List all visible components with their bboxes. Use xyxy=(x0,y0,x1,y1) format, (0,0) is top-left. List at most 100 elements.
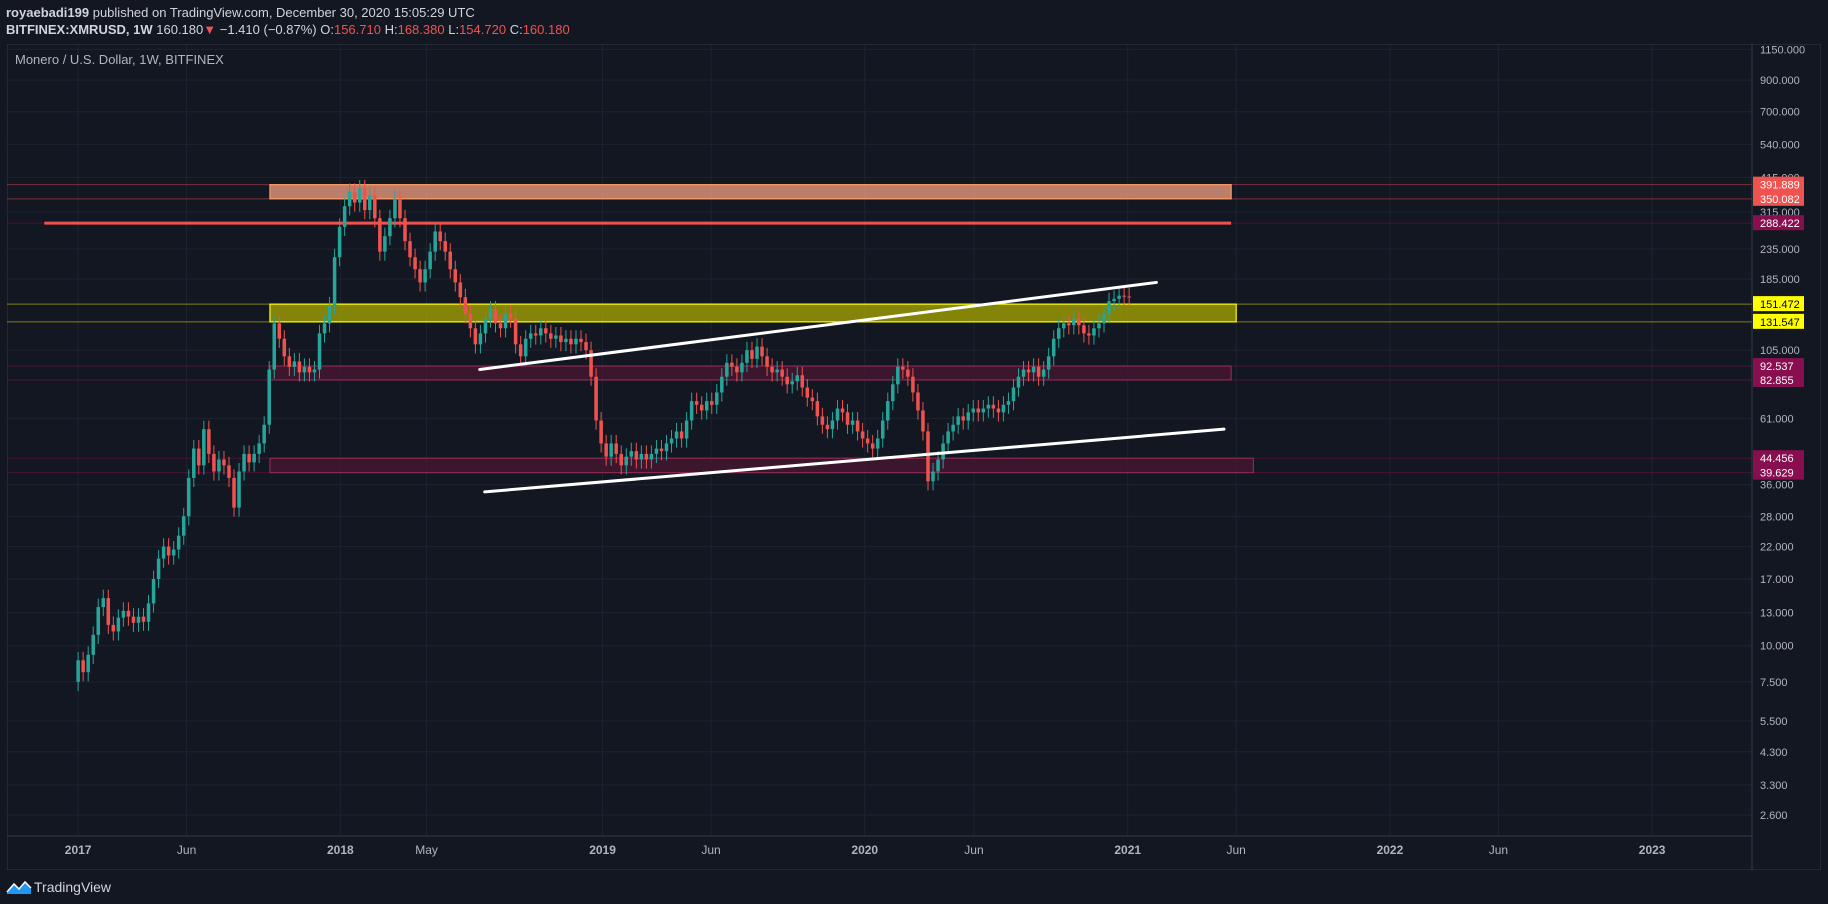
candle-body[interactable] xyxy=(916,392,920,411)
zone-rect[interactable] xyxy=(269,303,1237,323)
candle-body[interactable] xyxy=(654,448,659,454)
candle-body[interactable] xyxy=(870,443,875,449)
candle-body[interactable] xyxy=(222,459,226,466)
candle-body[interactable] xyxy=(166,546,171,556)
candle-body[interactable] xyxy=(785,376,789,385)
candle-body[interactable] xyxy=(634,451,639,460)
candle-body[interactable] xyxy=(76,660,80,682)
candle-body[interactable] xyxy=(619,453,623,466)
trendline[interactable] xyxy=(483,427,1226,494)
candle-body[interactable] xyxy=(1062,323,1066,329)
candle-body[interactable] xyxy=(383,236,387,252)
candle-body[interactable] xyxy=(609,443,613,457)
candle-body[interactable] xyxy=(332,257,337,306)
candle-body[interactable] xyxy=(287,356,292,367)
candle-body[interactable] xyxy=(186,477,191,517)
candle-body[interactable] xyxy=(1122,295,1126,297)
candle-body[interactable] xyxy=(911,376,915,393)
candle-body[interactable] xyxy=(704,401,709,411)
candle-body[interactable] xyxy=(1006,401,1011,405)
candle-body[interactable] xyxy=(483,318,488,334)
candle-body[interactable] xyxy=(503,314,508,329)
candle-body[interactable] xyxy=(277,323,282,339)
candle-body[interactable] xyxy=(559,335,563,343)
candle-body[interactable] xyxy=(579,338,583,343)
candle-body[interactable] xyxy=(750,350,754,359)
candle-body[interactable] xyxy=(1087,333,1091,336)
candle-body[interactable] xyxy=(936,459,940,472)
candle-body[interactable] xyxy=(674,431,679,439)
candle-body[interactable] xyxy=(539,328,543,336)
candle-body[interactable] xyxy=(659,448,664,452)
candle-body[interactable] xyxy=(1117,295,1121,299)
candle-body[interactable] xyxy=(96,607,100,635)
candle-body[interactable] xyxy=(961,416,965,421)
candle-body[interactable] xyxy=(433,231,437,252)
candle-body[interactable] xyxy=(307,366,312,373)
candle-body[interactable] xyxy=(192,448,196,478)
candle-body[interactable] xyxy=(1102,314,1106,324)
candle-body[interactable] xyxy=(865,438,870,444)
candle-body[interactable] xyxy=(86,654,90,673)
candle-body[interactable] xyxy=(498,323,503,329)
candle-body[interactable] xyxy=(901,366,905,370)
candle-body[interactable] xyxy=(217,459,221,472)
candle-body[interactable] xyxy=(1021,369,1026,377)
candle-body[interactable] xyxy=(594,376,598,421)
candle-body[interactable] xyxy=(176,535,181,550)
candle-body[interactable] xyxy=(875,438,880,449)
candle-body[interactable] xyxy=(373,195,377,219)
candle-body[interactable] xyxy=(589,350,593,377)
candle-body[interactable] xyxy=(312,369,317,373)
candle-body[interactable] xyxy=(1011,387,1016,402)
candle-body[interactable] xyxy=(840,408,845,413)
trendlines[interactable] xyxy=(478,280,1226,494)
candle-body[interactable] xyxy=(272,323,277,370)
candle-body[interactable] xyxy=(508,314,513,319)
candle-body[interactable] xyxy=(1082,325,1086,334)
candle-body[interactable] xyxy=(378,218,382,252)
candle-body[interactable] xyxy=(418,269,422,283)
trendline[interactable] xyxy=(478,280,1158,372)
candle-body[interactable] xyxy=(403,218,407,242)
candle-body[interactable] xyxy=(584,342,588,351)
price-chart[interactable]: 1150.000900.000700.000540.000415.000315.… xyxy=(7,44,1821,870)
candle-body[interactable] xyxy=(202,429,206,466)
candle-body[interactable] xyxy=(368,195,372,211)
candle-body[interactable] xyxy=(709,401,714,405)
zone-rect[interactable] xyxy=(269,184,1232,200)
candle-body[interactable] xyxy=(926,431,930,482)
candle-body[interactable] xyxy=(735,366,739,373)
candle-body[interactable] xyxy=(835,408,840,421)
candle-body[interactable] xyxy=(171,549,176,556)
candle-body[interactable] xyxy=(564,338,568,343)
candle-body[interactable] xyxy=(815,401,820,417)
candle-body[interactable] xyxy=(780,369,784,377)
candle-body[interactable] xyxy=(825,424,830,430)
candle-body[interactable] xyxy=(886,401,890,421)
candle-body[interactable] xyxy=(810,397,815,402)
candle-body[interactable] xyxy=(669,438,674,444)
candle-body[interactable] xyxy=(423,269,427,283)
candle-body[interactable] xyxy=(393,198,397,219)
candle-body[interactable] xyxy=(1001,404,1006,413)
candle-body[interactable] xyxy=(252,453,256,463)
candle-body[interactable] xyxy=(956,416,960,425)
candle-body[interactable] xyxy=(689,401,694,421)
candle-body[interactable] xyxy=(664,443,669,452)
candle-body[interactable] xyxy=(212,453,216,472)
candle-body[interactable] xyxy=(518,344,523,357)
candle-body[interactable] xyxy=(1046,356,1051,370)
candle-body[interactable] xyxy=(282,338,287,357)
candle-body[interactable] xyxy=(679,431,684,439)
candle-body[interactable] xyxy=(554,335,558,339)
zone-rect[interactable] xyxy=(269,365,1232,381)
candle-body[interactable] xyxy=(755,346,759,359)
candle-body[interactable] xyxy=(1031,366,1036,373)
candle-body[interactable] xyxy=(715,392,719,405)
candle-body[interactable] xyxy=(247,453,251,463)
candle-body[interactable] xyxy=(725,362,729,377)
candle-body[interactable] xyxy=(363,188,367,211)
candle-body[interactable] xyxy=(699,404,704,411)
candle-body[interactable] xyxy=(262,424,266,444)
